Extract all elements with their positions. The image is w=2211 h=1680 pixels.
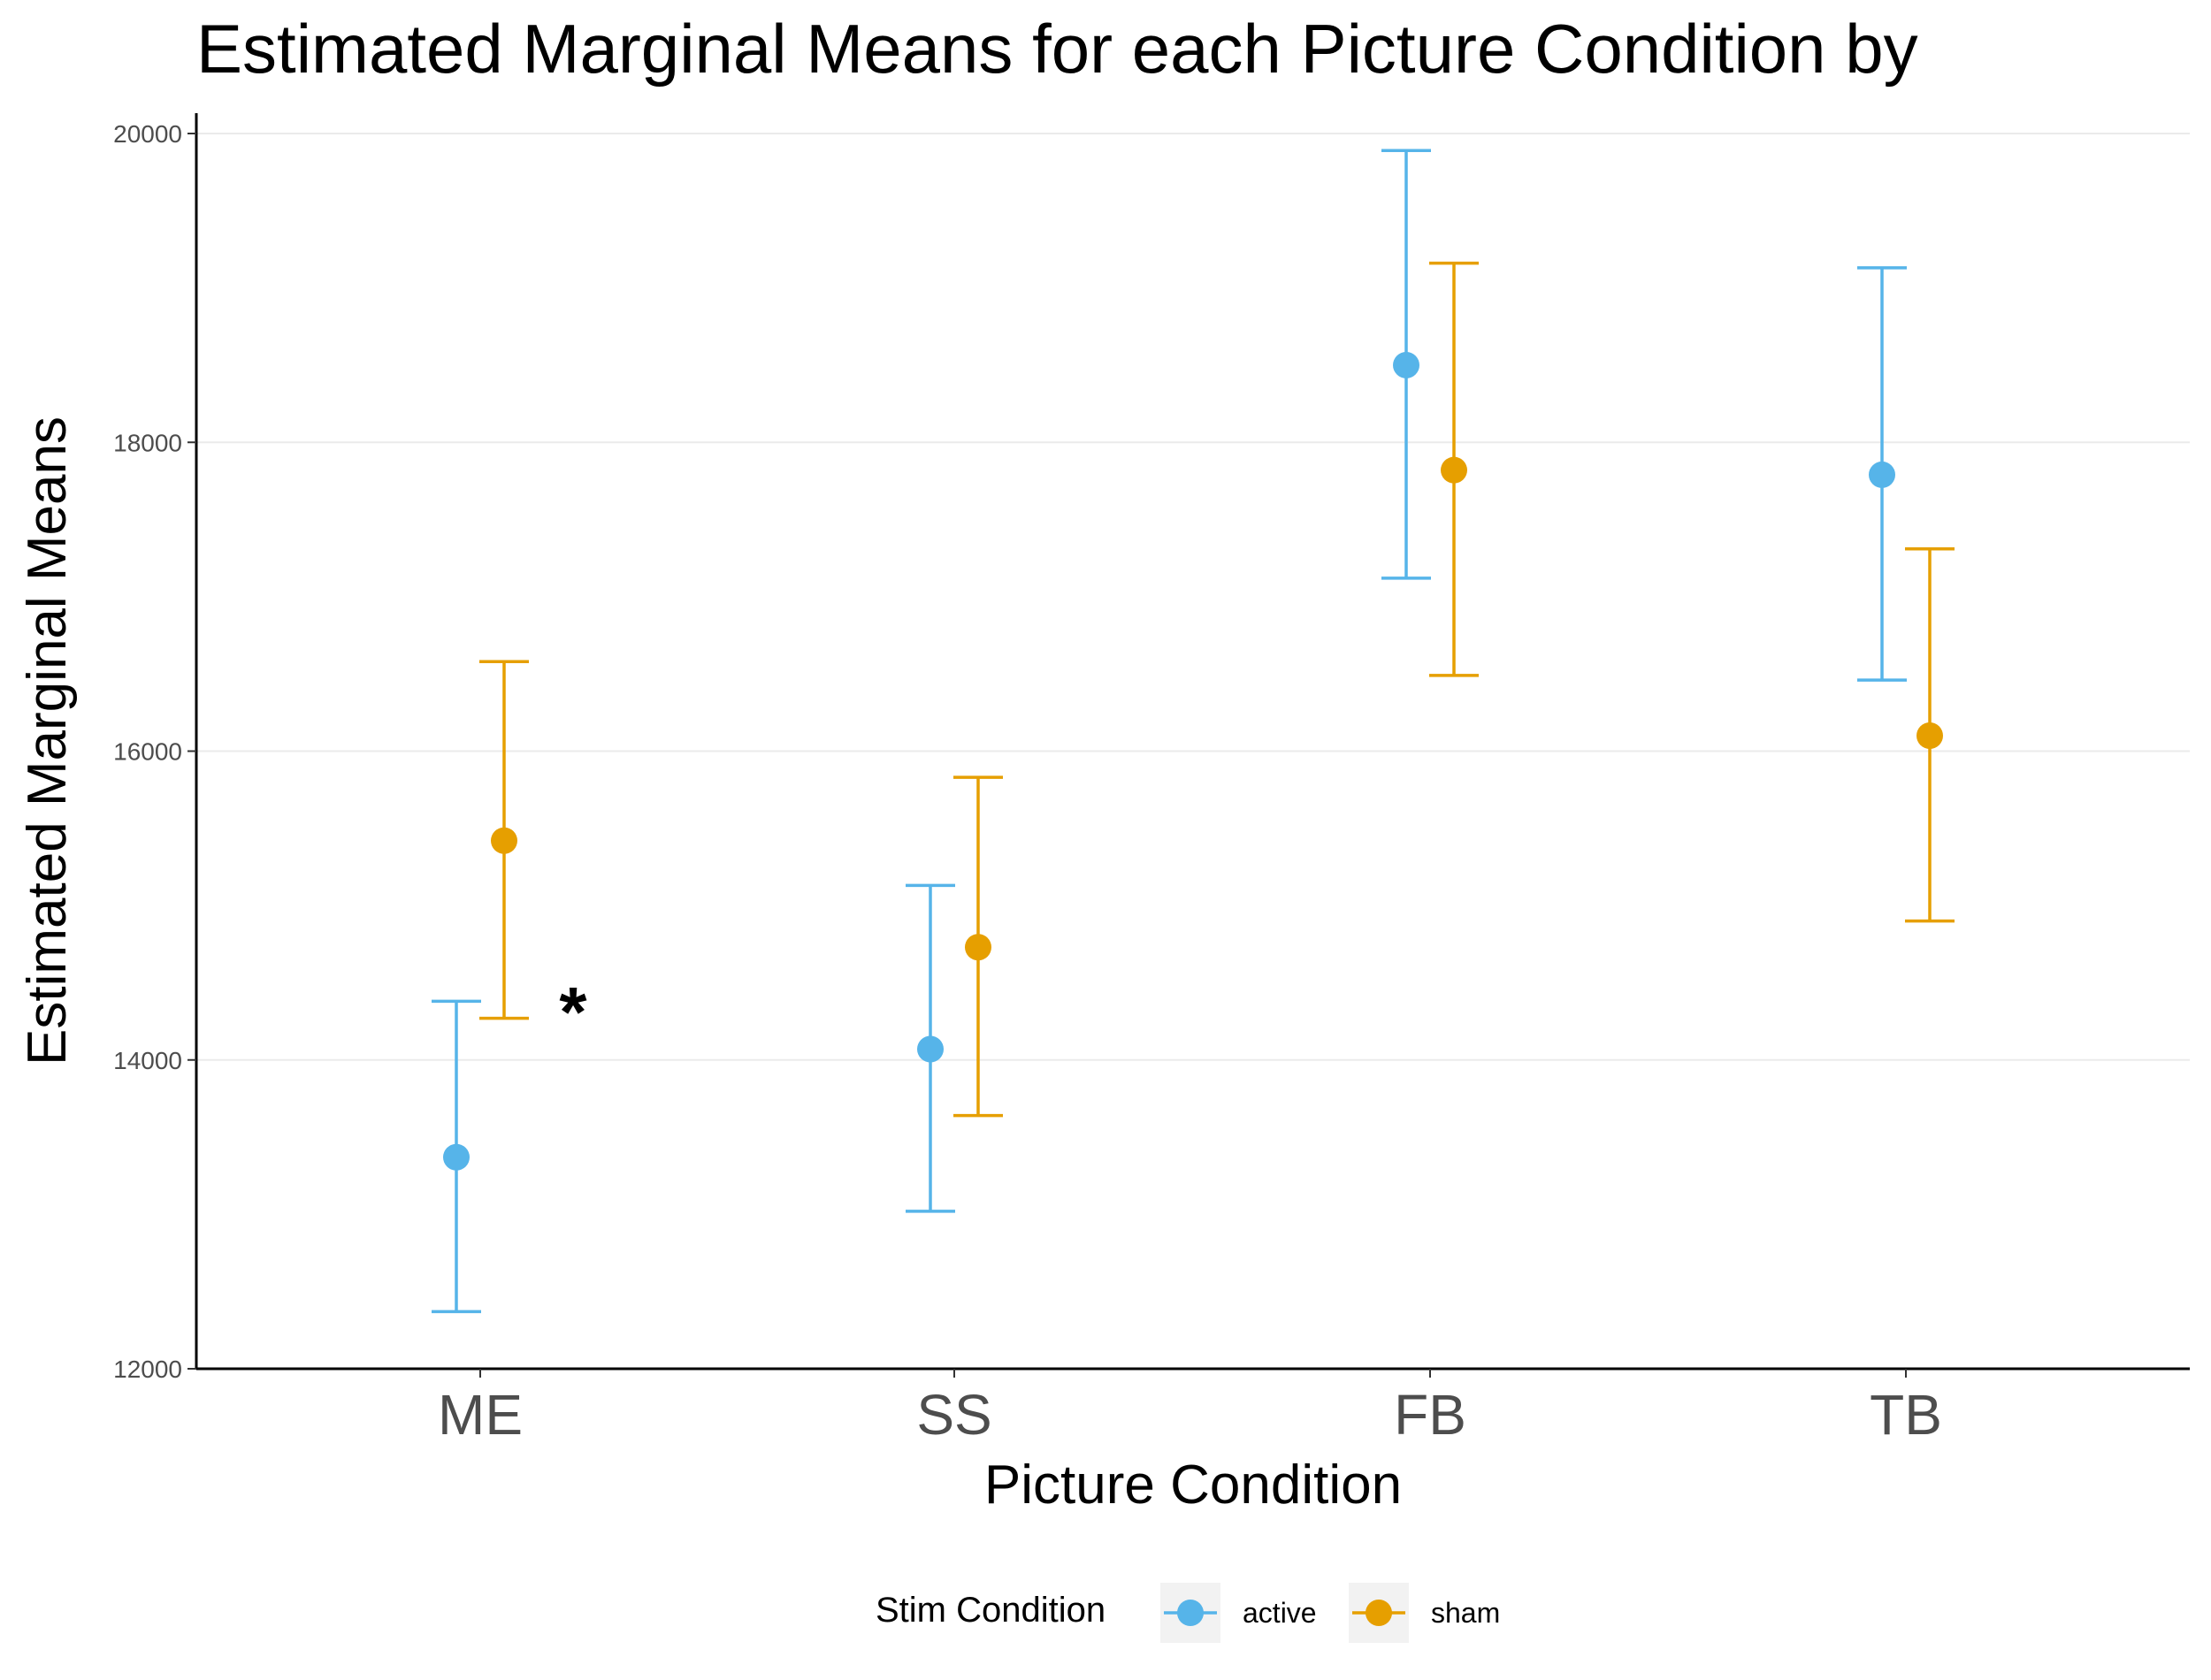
- point-sham-tb: [1916, 722, 1943, 750]
- x-tick-label-ss: SS: [916, 1383, 991, 1447]
- point-active-tb: [1869, 461, 1895, 488]
- legend-label-active: active: [1243, 1597, 1317, 1629]
- legend-key-point-active: [1177, 1600, 1204, 1626]
- y-axis-ticks: 12000 14000 16000 18000 20000: [113, 120, 196, 1383]
- point-active-ss: [917, 1035, 944, 1063]
- significance-marker-0: *: [559, 973, 587, 1051]
- legend: Stim Condition active sham: [876, 1583, 1500, 1643]
- gridlines: [196, 133, 2190, 1370]
- x-tick-label-me: ME: [438, 1383, 523, 1447]
- y-tick-label-0: 12000: [113, 1355, 182, 1383]
- point-active-me: [443, 1143, 470, 1171]
- y-tick-label-3: 18000: [113, 429, 182, 456]
- x-axis-ticks: ME SS FB TB: [438, 1369, 1942, 1447]
- legend-key-point-sham: [1366, 1600, 1392, 1626]
- x-tick-label-fb: FB: [1394, 1383, 1466, 1447]
- annotations: *: [559, 973, 587, 1051]
- y-tick-label-1: 14000: [113, 1047, 182, 1074]
- data-points: [443, 351, 1943, 1171]
- point-active-fb: [1393, 351, 1419, 378]
- y-tick-label-2: 16000: [113, 738, 182, 766]
- y-tick-label-4: 20000: [113, 120, 182, 148]
- point-sham-fb: [1441, 456, 1467, 484]
- chart-title: Estimated Marginal Means for each Pictur…: [196, 10, 1918, 88]
- error-bars: [432, 149, 1955, 1314]
- x-axis-title: Picture Condition: [984, 1455, 1402, 1516]
- legend-title: Stim Condition: [876, 1591, 1106, 1630]
- point-sham-me: [491, 827, 517, 854]
- legend-label-sham: sham: [1431, 1597, 1500, 1629]
- y-axis-title: Estimated Marginal Means: [17, 416, 78, 1065]
- point-sham-ss: [965, 934, 991, 961]
- x-tick-label-tb: TB: [1870, 1383, 1942, 1447]
